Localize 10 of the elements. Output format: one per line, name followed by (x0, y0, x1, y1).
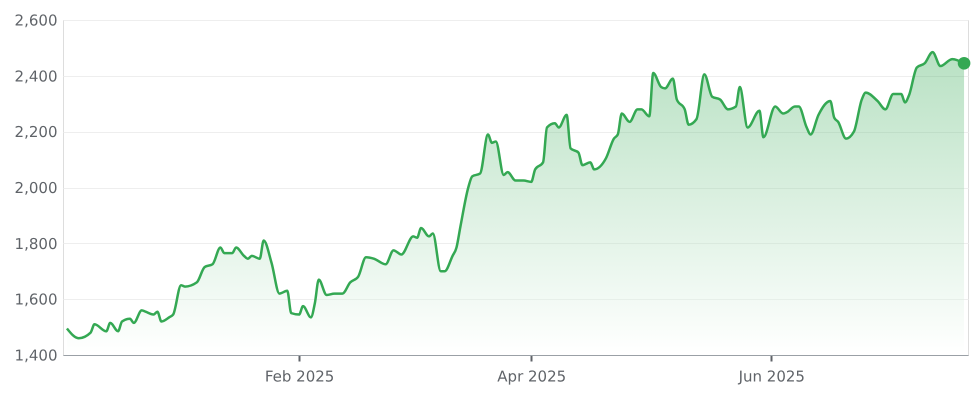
x-tick-label: Apr 2025 (497, 368, 566, 386)
x-tick-label: Jun 2025 (738, 368, 805, 386)
y-tick-label: 1,600 (14, 290, 58, 309)
y-tick-label: 2,600 (14, 12, 58, 30)
y-tick-label: 2,400 (14, 67, 58, 86)
y-tick-label: 1,400 (14, 346, 58, 364)
y-tick-label: 2,000 (14, 179, 58, 197)
y-tick-label: 2,200 (14, 123, 58, 142)
x-tick-label: Feb 2025 (264, 368, 334, 386)
y-tick-label: 1,800 (14, 234, 58, 253)
